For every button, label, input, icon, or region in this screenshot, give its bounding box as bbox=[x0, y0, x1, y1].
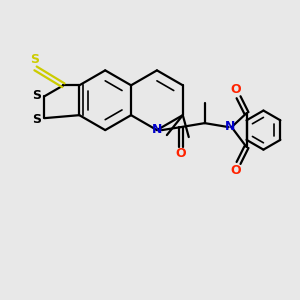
Text: S: S bbox=[32, 112, 41, 126]
Text: S: S bbox=[30, 53, 39, 66]
Text: O: O bbox=[230, 164, 241, 177]
Text: S: S bbox=[32, 89, 41, 102]
Text: N: N bbox=[152, 123, 162, 136]
Text: N: N bbox=[224, 120, 235, 133]
Text: O: O bbox=[176, 148, 186, 160]
Text: O: O bbox=[230, 83, 241, 96]
